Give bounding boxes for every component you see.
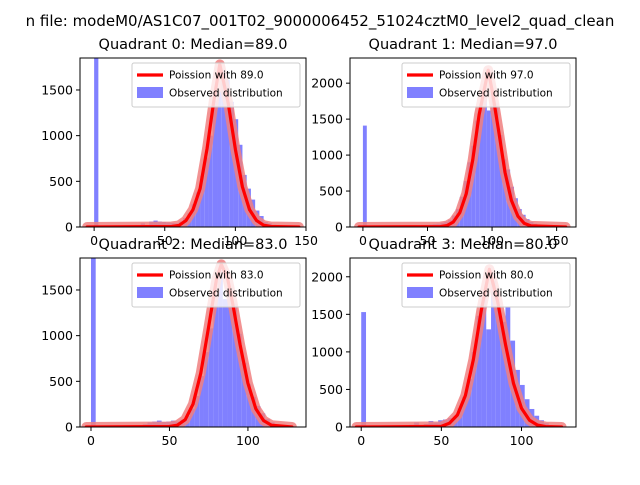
- legend-label-poisson: Poission with 83.0: [169, 270, 264, 282]
- y-tick-label: 1000: [41, 328, 73, 343]
- x-tick-label: 50: [433, 433, 449, 448]
- x-tick-label: 0: [90, 233, 98, 248]
- legend: Poission with 97.0 Observed distribution: [402, 63, 570, 107]
- histogram-bar: [486, 329, 491, 427]
- x-tick-label: 50: [162, 433, 178, 448]
- y-tick-label: 0: [335, 220, 343, 235]
- y-tick-label: 2000: [311, 269, 343, 284]
- legend: Poission with 83.0 Observed distribution: [132, 263, 300, 307]
- y-tick-label: 1500: [41, 282, 73, 297]
- y-tick-label: 500: [49, 174, 73, 189]
- legend-bar-swatch: [407, 287, 433, 298]
- quadrant-title: Quadrant 3: Median=80.0: [369, 237, 558, 253]
- y-tick-label: 500: [319, 184, 343, 199]
- legend-label-observed: Observed distribution: [169, 288, 283, 300]
- legend-label-observed: Observed distribution: [439, 288, 553, 300]
- y-tick-label: 1500: [311, 307, 343, 322]
- legend-label-observed: Observed distribution: [169, 88, 283, 100]
- legend-bar-swatch: [407, 87, 433, 98]
- x-tick-label: 0: [87, 433, 95, 448]
- figure-suptitle: n file: modeM0/AS1C07_001T02_9000006452_…: [26, 12, 615, 31]
- histogram-bar: [361, 312, 366, 427]
- legend-label-observed: Observed distribution: [439, 88, 553, 100]
- y-tick-label: 500: [49, 374, 73, 389]
- y-tick-label: 1000: [311, 344, 343, 359]
- quadrant-title: Quadrant 2: Median=83.0: [99, 237, 288, 253]
- y-tick-label: 1500: [311, 112, 343, 127]
- y-tick-label: 1000: [41, 128, 73, 143]
- y-tick-label: 500: [319, 382, 343, 397]
- y-tick-label: 0: [65, 420, 73, 435]
- histogram-bar: [217, 91, 221, 227]
- y-tick-label: 2000: [311, 76, 343, 91]
- legend-bar-swatch: [137, 287, 163, 298]
- x-tick-label: 150: [294, 233, 318, 248]
- legend: Poission with 80.0 Observed distribution: [402, 263, 570, 307]
- histogram-bar: [94, 58, 98, 227]
- legend: Poission with 89.0 Observed distribution: [132, 63, 300, 107]
- histogram-bar: [91, 258, 96, 427]
- y-tick-label: 1000: [311, 148, 343, 163]
- histogram-bar: [223, 299, 228, 427]
- histogram-bar: [363, 126, 367, 227]
- y-tick-label: 0: [65, 220, 73, 235]
- legend-label-poisson: Poission with 89.0: [169, 70, 264, 82]
- x-tick-label: 0: [357, 433, 365, 448]
- x-tick-label: 0: [359, 233, 367, 248]
- legend-label-poisson: Poission with 97.0: [439, 70, 534, 82]
- x-tick-label: 100: [510, 433, 534, 448]
- quadrant-title: Quadrant 1: Median=97.0: [369, 37, 558, 53]
- legend-label-poisson: Poission with 80.0: [439, 270, 534, 282]
- y-tick-label: 0: [335, 420, 343, 435]
- histogram-bar: [487, 110, 491, 227]
- y-tick-label: 1500: [41, 82, 73, 97]
- x-tick-label: 100: [236, 433, 260, 448]
- quadrant-title: Quadrant 0: Median=89.0: [99, 37, 288, 53]
- legend-bar-swatch: [137, 87, 163, 98]
